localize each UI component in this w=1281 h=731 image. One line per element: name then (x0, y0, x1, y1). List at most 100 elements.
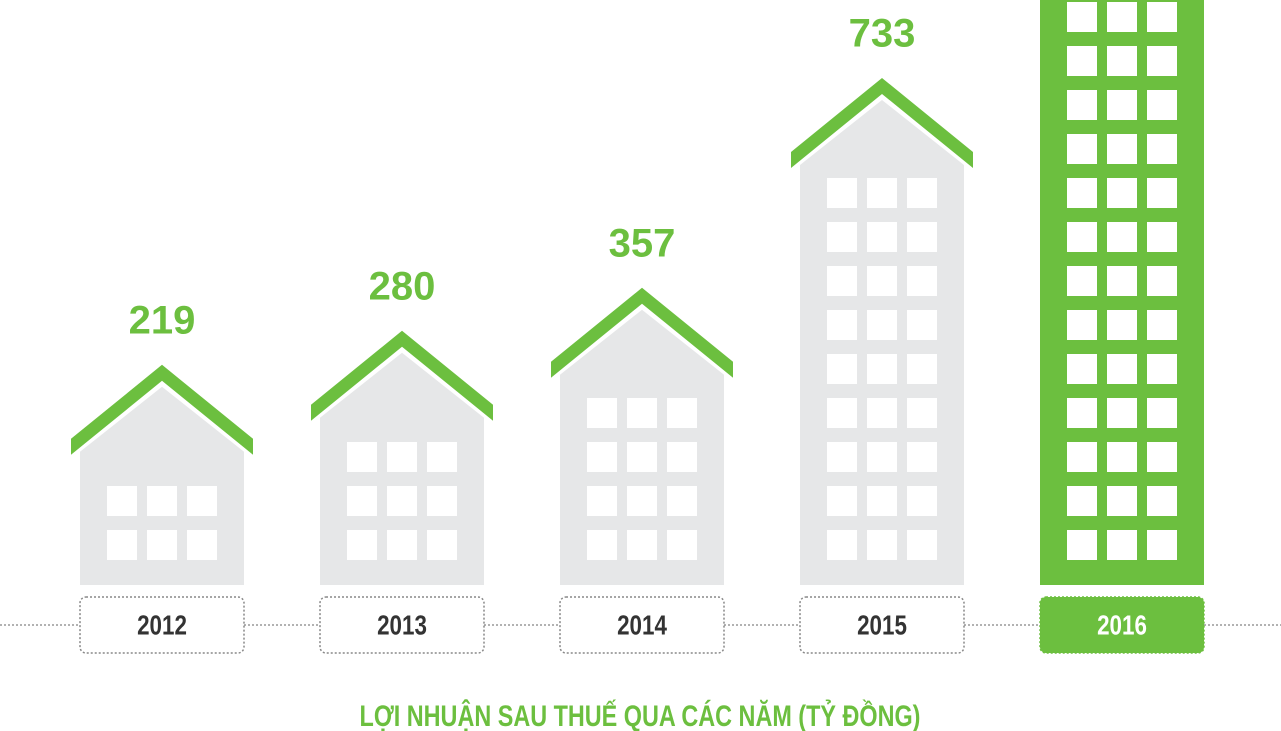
window (427, 486, 457, 516)
window (1147, 530, 1177, 560)
window (827, 486, 857, 516)
window (627, 530, 657, 560)
window (587, 486, 617, 516)
window (867, 354, 897, 384)
window (1067, 486, 1097, 516)
x-tick-label: 2015 (857, 610, 907, 641)
window (627, 486, 657, 516)
window (627, 398, 657, 428)
window (867, 266, 897, 296)
window (907, 354, 937, 384)
window (427, 442, 457, 472)
value-label: 733 (849, 12, 916, 56)
window (667, 442, 697, 472)
window (667, 398, 697, 428)
window (1067, 134, 1097, 164)
window (107, 486, 137, 516)
window (907, 266, 937, 296)
window (1107, 354, 1137, 384)
window (1147, 310, 1177, 340)
window (1067, 46, 1097, 76)
window (1147, 442, 1177, 472)
window (587, 398, 617, 428)
window (1067, 354, 1097, 384)
window (1147, 398, 1177, 428)
window (387, 442, 417, 472)
chart: LỢI NHUẬN SAU THUẾ QUA CÁC NĂM (TỶ ĐỒNG)… (0, 0, 1281, 731)
window (147, 530, 177, 560)
window (1147, 222, 1177, 252)
window (387, 530, 417, 560)
window (587, 442, 617, 472)
window (907, 310, 937, 340)
window (1147, 178, 1177, 208)
window (667, 530, 697, 560)
window (827, 530, 857, 560)
chart-title: LỢI NHUẬN SAU THUẾ QUA CÁC NĂM (TỶ ĐỒNG) (360, 697, 921, 731)
window (867, 442, 897, 472)
value-label: 357 (609, 221, 676, 265)
window (827, 398, 857, 428)
window (1147, 2, 1177, 32)
window (1067, 90, 1097, 120)
window (867, 222, 897, 252)
window (1107, 90, 1137, 120)
window (1107, 486, 1137, 516)
window (1107, 266, 1137, 296)
x-tick-label: 2013 (377, 610, 427, 641)
window (827, 222, 857, 252)
window (1147, 486, 1177, 516)
window (907, 530, 937, 560)
window (1147, 134, 1177, 164)
window (347, 486, 377, 516)
window (627, 442, 657, 472)
value-label: 219 (129, 298, 196, 342)
window (1107, 46, 1137, 76)
window (907, 442, 937, 472)
window (907, 486, 937, 516)
window (827, 266, 857, 296)
window (867, 398, 897, 428)
window (587, 530, 617, 560)
x-tick-label: 2012 (137, 610, 187, 641)
window (1107, 2, 1137, 32)
window (1147, 266, 1177, 296)
window (1107, 178, 1137, 208)
window (1067, 530, 1097, 560)
window (867, 178, 897, 208)
window (907, 222, 937, 252)
window (1067, 398, 1097, 428)
window (1067, 178, 1097, 208)
window (1107, 442, 1137, 472)
window (1147, 46, 1177, 76)
window (827, 354, 857, 384)
window (387, 486, 417, 516)
window (1147, 90, 1177, 120)
window (827, 310, 857, 340)
window (867, 310, 897, 340)
window (907, 178, 937, 208)
window (1107, 530, 1137, 560)
window (187, 530, 217, 560)
window (827, 178, 857, 208)
window (1107, 134, 1137, 164)
window (907, 398, 937, 428)
window (107, 530, 137, 560)
window (827, 442, 857, 472)
value-label: 280 (369, 264, 436, 308)
window (347, 442, 377, 472)
window (147, 486, 177, 516)
window (867, 530, 897, 560)
window (187, 486, 217, 516)
window (1067, 222, 1097, 252)
window (347, 530, 377, 560)
window (1147, 354, 1177, 384)
x-tick-label: 2014 (617, 610, 667, 641)
window (667, 486, 697, 516)
window (1067, 442, 1097, 472)
window (427, 530, 457, 560)
window (1067, 266, 1097, 296)
x-tick-label: 2016 (1097, 610, 1147, 641)
window (1067, 310, 1097, 340)
window (1067, 2, 1097, 32)
